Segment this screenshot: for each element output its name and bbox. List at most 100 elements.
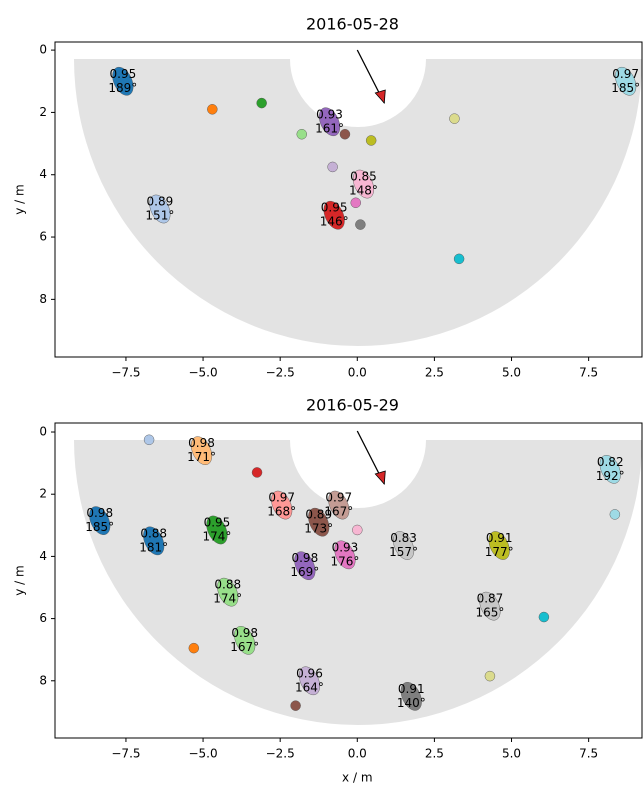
y-tick-label: 6 [39,230,47,244]
x-tick-label: 7.5 [579,366,598,380]
object-blob [350,197,361,208]
object-blob [294,551,316,581]
object-score: 0.95 [110,67,137,81]
object-score: 0.96 [296,666,323,680]
x-tick-label: −7.5 [111,747,140,761]
object-blob [327,161,338,173]
object-angle: 174° [202,529,231,543]
y-tick-label: 2 [39,487,47,501]
sonar-fan [74,440,642,725]
object-score: 0.95 [321,201,348,215]
object-angle: 185° [85,520,114,534]
object-blob [234,626,256,655]
object-score: 0.93 [332,540,359,554]
object-angle: 176° [330,554,359,568]
heading-arrow-head [374,470,386,485]
object-angle: 169° [290,565,319,579]
x-tick-label: 5.0 [502,747,521,761]
object-score: 0.88 [140,526,167,540]
x-tick-label: −2.5 [266,747,295,761]
object-score: 0.98 [291,551,318,565]
object-angle: 168° [267,505,296,519]
object-angle: 181° [139,540,168,554]
object-angle: 167° [230,640,259,654]
object-score: 0.83 [390,531,417,545]
object-score: 0.93 [316,107,343,121]
object-blob [453,253,465,265]
object-angle: 177° [485,545,514,559]
object-score: 0.82 [597,455,624,469]
object-blob [339,129,351,140]
object-blob [251,467,263,478]
object-blob [298,666,321,696]
object-blob [296,129,307,140]
object-score: 0.91 [398,682,425,696]
object-angle: 165° [475,606,504,620]
object-blob [149,194,171,224]
y-axis-label: y / m [13,565,27,595]
object-angle: 173° [304,522,333,536]
x-tick-label: −5.0 [188,747,217,761]
object-angle: 189° [108,81,137,95]
object-score: 0.97 [268,491,295,505]
y-tick-label: 4 [39,167,47,181]
x-axis-label: x / m [342,771,372,785]
object-angle: 185° [611,81,640,95]
object-blob [479,591,501,621]
object-blob [365,135,377,146]
x-tick-label: 7.5 [579,747,598,761]
y-tick-label: 2 [39,105,47,119]
object-blob [188,642,200,654]
object-score: 0.89 [147,195,174,209]
x-tick-label: −7.5 [111,366,140,380]
object-blob [484,670,496,682]
y-tick-label: 8 [39,292,47,306]
object-blob [143,434,155,445]
object-blob [323,200,345,230]
object-blob [599,455,621,484]
object-score: 0.85 [350,170,377,184]
object-score: 0.88 [214,578,241,592]
object-blob [206,515,228,545]
x-tick-label: 2.5 [425,366,444,380]
object-angle: 140° [397,696,426,710]
x-tick-label: −5.0 [188,366,217,380]
object-angle: 146° [320,215,349,229]
x-tick-label: 0.0 [348,366,367,380]
object-angle: 174° [213,592,242,606]
object-score: 0.91 [486,531,513,545]
object-blob [393,531,415,560]
object-blob [334,540,356,570]
object-blob [190,436,213,465]
object-blob [352,524,363,536]
object-blob [207,104,218,115]
object-angle: 192° [596,469,625,483]
y-tick-label: 0 [39,425,47,439]
object-blob [290,700,301,711]
panel-title: 2016-05-28 [306,15,399,34]
object-angle: 167° [324,505,353,519]
object-score: 0.97 [325,491,352,505]
object-score: 0.89 [305,508,332,522]
object-angle: 157° [389,545,418,559]
object-blob [217,577,239,607]
object-blob [400,682,422,711]
object-blob [256,97,267,109]
object-angle: 161° [315,121,344,135]
object-score: 0.87 [477,592,504,606]
object-blob [609,509,621,520]
x-tick-label: 5.0 [502,366,521,380]
object-score: 0.98 [231,626,258,640]
object-blob [271,490,293,520]
y-tick-label: 0 [39,43,47,57]
x-tick-label: 2.5 [425,747,444,761]
object-blob [352,169,374,199]
plot-frame [54,41,643,358]
object-blob [449,113,460,124]
y-tick-label: 8 [39,673,47,687]
object-angle: 151° [145,209,174,223]
object-blob [355,219,366,230]
x-tick-label: −2.5 [266,366,295,380]
panel-title: 2016-05-29 [306,396,399,415]
